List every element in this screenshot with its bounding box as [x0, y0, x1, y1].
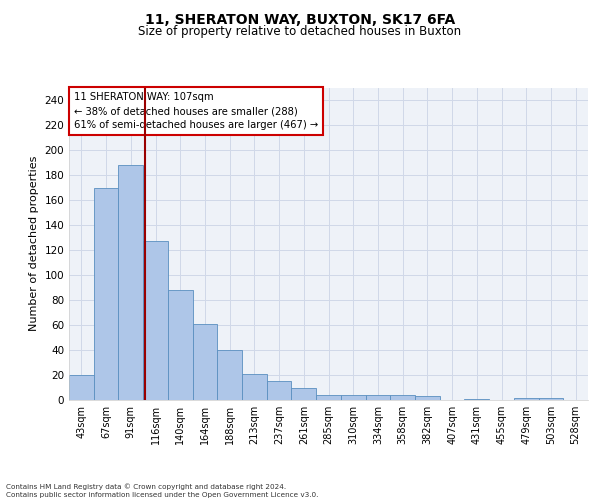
Y-axis label: Number of detached properties: Number of detached properties [29, 156, 39, 332]
Bar [267, 381, 292, 400]
Bar [316, 395, 341, 400]
Text: 11, SHERATON WAY, BUXTON, SK17 6FA: 11, SHERATON WAY, BUXTON, SK17 6FA [145, 12, 455, 26]
Bar [242, 374, 267, 400]
Text: Contains HM Land Registry data © Crown copyright and database right 2024.
Contai: Contains HM Land Registry data © Crown c… [6, 484, 319, 498]
Bar [464, 399, 489, 400]
Bar [193, 324, 217, 400]
Bar [143, 242, 168, 400]
Bar [94, 188, 118, 400]
Text: Size of property relative to detached houses in Buxton: Size of property relative to detached ho… [139, 25, 461, 38]
Bar [168, 290, 193, 400]
Bar [69, 375, 94, 400]
Bar [217, 350, 242, 400]
Bar [390, 395, 415, 400]
Bar [415, 396, 440, 400]
Bar [341, 395, 365, 400]
Bar [514, 398, 539, 400]
Bar [118, 165, 143, 400]
Bar [365, 395, 390, 400]
Text: 11 SHERATON WAY: 107sqm
← 38% of detached houses are smaller (288)
61% of semi-d: 11 SHERATON WAY: 107sqm ← 38% of detache… [74, 92, 319, 130]
Bar [539, 398, 563, 400]
Bar [292, 388, 316, 400]
